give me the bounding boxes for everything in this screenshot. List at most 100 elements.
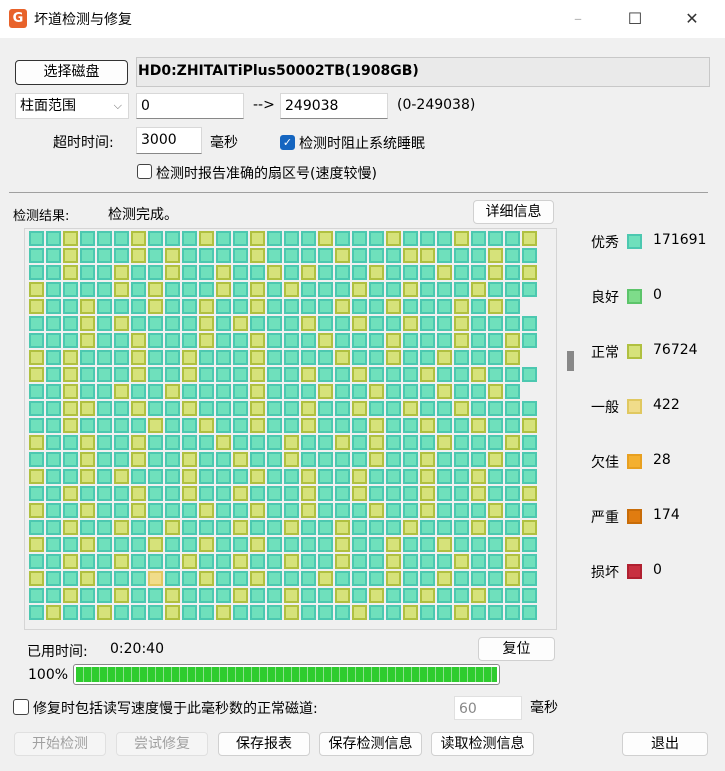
sector-cell bbox=[284, 418, 299, 433]
sector-cell bbox=[80, 571, 95, 586]
sector-cell bbox=[318, 282, 333, 297]
sector-cell bbox=[46, 571, 61, 586]
sector-cell bbox=[233, 299, 248, 314]
sector-cell bbox=[46, 384, 61, 399]
close-button[interactable]: ✕ bbox=[685, 9, 699, 28]
save-scan-info-button[interactable]: 保存检测信息 bbox=[319, 732, 422, 756]
sector-cell bbox=[318, 350, 333, 365]
sector-cell bbox=[46, 350, 61, 365]
sector-cell bbox=[488, 316, 503, 331]
sector-cell bbox=[471, 605, 486, 620]
sector-cell bbox=[97, 503, 112, 518]
sector-cell bbox=[284, 248, 299, 263]
sector-cell bbox=[267, 418, 282, 433]
sector-cell bbox=[267, 503, 282, 518]
sector-cell bbox=[471, 588, 486, 603]
sector-cell bbox=[284, 605, 299, 620]
sector-cell bbox=[318, 588, 333, 603]
sector-cell bbox=[488, 367, 503, 382]
report-sector-checkbox[interactable] bbox=[137, 164, 152, 179]
sector-cell bbox=[284, 571, 299, 586]
legend-count: 0 bbox=[653, 287, 662, 303]
sector-cell bbox=[454, 554, 469, 569]
window-title: 坏道检测与修复 bbox=[34, 12, 132, 28]
sector-cell bbox=[471, 231, 486, 246]
slow-repair-checkbox[interactable] bbox=[13, 699, 29, 715]
sector-cell bbox=[522, 231, 537, 246]
sector-cell bbox=[29, 537, 44, 552]
sector-cell bbox=[216, 554, 231, 569]
prevent-sleep-label: 检测时阻止系统睡眠 bbox=[299, 136, 425, 152]
sector-cell bbox=[131, 554, 146, 569]
sector-cell bbox=[46, 435, 61, 450]
slow-repair-input[interactable]: 60 bbox=[454, 696, 522, 720]
sector-cell bbox=[301, 418, 316, 433]
sector-cell bbox=[216, 333, 231, 348]
save-report-button[interactable]: 保存报表 bbox=[218, 732, 310, 756]
legend-label: 欠佳 bbox=[591, 455, 619, 471]
sector-cell bbox=[454, 418, 469, 433]
sector-cell bbox=[63, 265, 78, 280]
sector-cell bbox=[63, 469, 78, 484]
sector-cell bbox=[250, 418, 265, 433]
try-repair-button[interactable]: 尝试修复 bbox=[116, 732, 208, 756]
sector-map bbox=[24, 228, 557, 630]
sector-cell bbox=[471, 299, 486, 314]
sector-cell bbox=[97, 316, 112, 331]
sector-cell bbox=[386, 486, 401, 501]
sector-cell bbox=[63, 231, 78, 246]
sector-cell bbox=[114, 605, 129, 620]
sector-cell bbox=[284, 231, 299, 246]
sector-cell bbox=[131, 316, 146, 331]
sector-cell bbox=[114, 537, 129, 552]
sector-cell bbox=[148, 588, 163, 603]
sector-cell bbox=[182, 503, 197, 518]
sector-cell bbox=[46, 452, 61, 467]
sector-cell bbox=[420, 418, 435, 433]
range-from-input[interactable]: 0 bbox=[136, 93, 244, 119]
details-button[interactable]: 详细信息 bbox=[473, 200, 554, 224]
scroll-thumb[interactable] bbox=[567, 351, 574, 371]
prevent-sleep-checkbox[interactable]: ✓ bbox=[280, 135, 295, 150]
sector-cell bbox=[165, 571, 180, 586]
maximize-button[interactable]: ☐ bbox=[627, 9, 643, 28]
sector-cell bbox=[199, 299, 214, 314]
sector-cell bbox=[131, 469, 146, 484]
sector-cell bbox=[63, 520, 78, 535]
result-status: 检测完成。 bbox=[108, 207, 178, 223]
minimize-button[interactable]: – bbox=[574, 9, 582, 28]
sector-cell bbox=[318, 486, 333, 501]
sector-cell bbox=[369, 588, 384, 603]
sector-cell bbox=[63, 282, 78, 297]
sector-cell bbox=[182, 384, 197, 399]
range-to-input[interactable]: 249038 bbox=[280, 93, 388, 119]
range-mode-select[interactable]: 柱面范围 ⌵ bbox=[15, 93, 129, 119]
sector-cell bbox=[403, 248, 418, 263]
sector-cell bbox=[148, 452, 163, 467]
exit-button[interactable]: 退出 bbox=[622, 732, 708, 756]
load-scan-info-button[interactable]: 读取检测信息 bbox=[431, 732, 534, 756]
sector-cell bbox=[80, 486, 95, 501]
sector-cell bbox=[505, 520, 520, 535]
select-disk-button[interactable]: 选择磁盘 bbox=[15, 60, 128, 85]
sector-cell bbox=[29, 520, 44, 535]
sector-cell bbox=[369, 452, 384, 467]
sector-cell bbox=[471, 282, 486, 297]
legend-count: 28 bbox=[653, 452, 671, 468]
sector-cell bbox=[267, 350, 282, 365]
sector-cell bbox=[148, 486, 163, 501]
sector-cell bbox=[165, 452, 180, 467]
start-scan-button[interactable]: 开始检测 bbox=[14, 732, 106, 756]
sector-cell bbox=[250, 588, 265, 603]
timeout-input[interactable]: 3000 bbox=[136, 127, 202, 154]
sector-cell bbox=[148, 248, 163, 263]
sector-cell bbox=[335, 248, 350, 263]
reset-button[interactable]: 复位 bbox=[478, 637, 555, 661]
sector-cell bbox=[301, 333, 316, 348]
sector-cell bbox=[318, 231, 333, 246]
sector-cell bbox=[488, 265, 503, 280]
sector-cell bbox=[420, 435, 435, 450]
timeout-label: 超时时间: bbox=[53, 135, 114, 151]
sector-cell bbox=[131, 537, 146, 552]
report-sector-label: 检测时报告准确的扇区号(速度较慢) bbox=[156, 166, 377, 182]
